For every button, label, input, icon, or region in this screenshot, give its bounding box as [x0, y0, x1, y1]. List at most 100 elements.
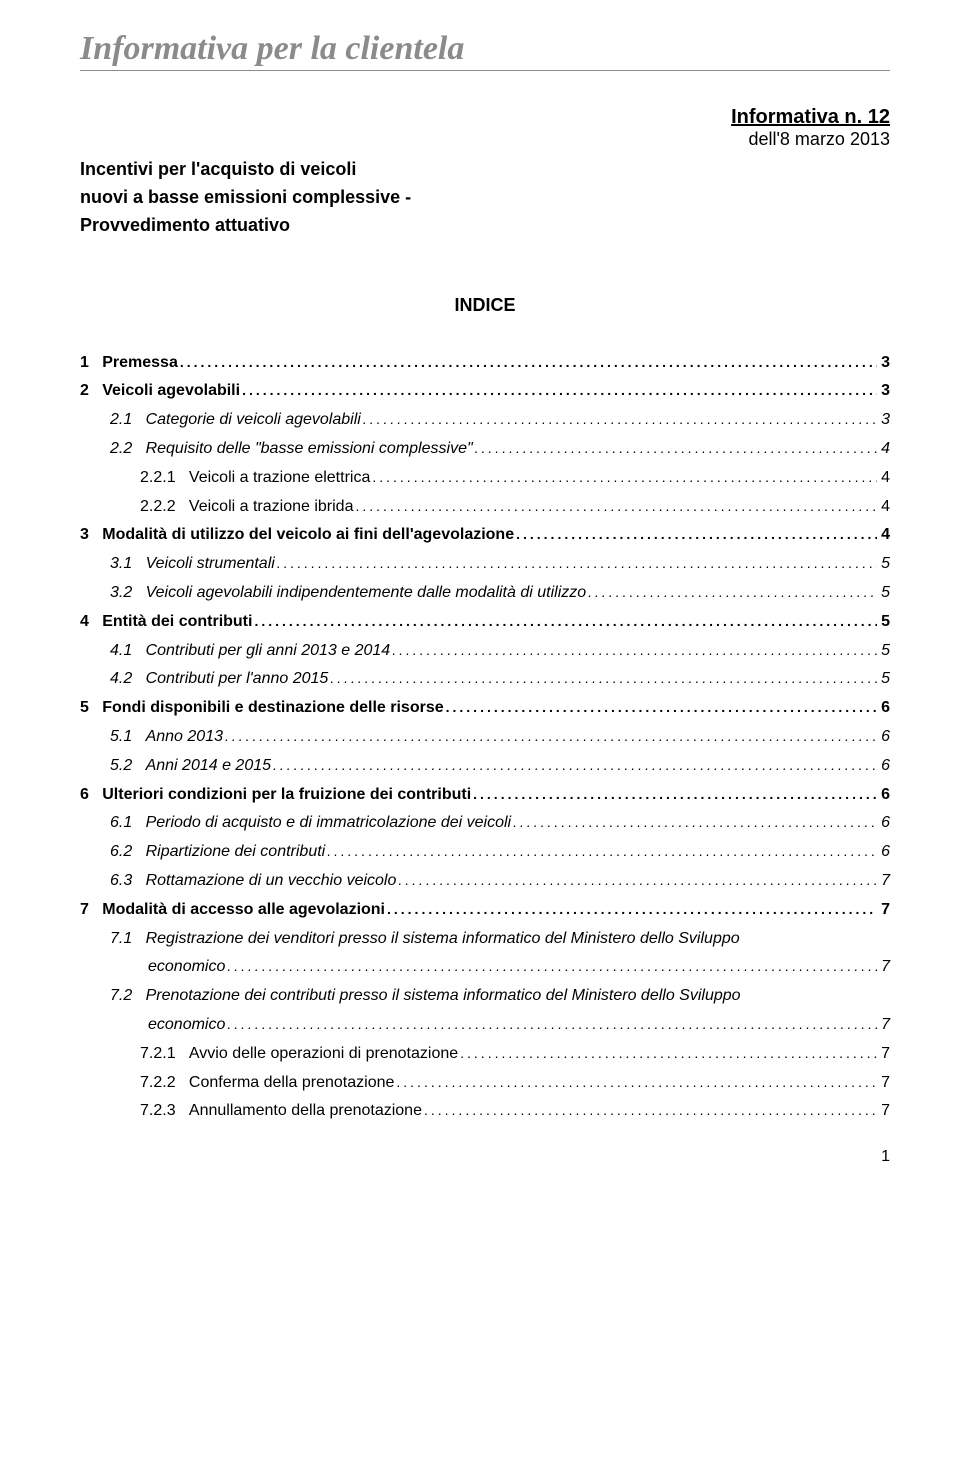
toc-number: 3.2 [110, 581, 146, 606]
toc-number: 6.3 [110, 869, 146, 894]
toc-label: Registrazione dei venditori presso il si… [146, 927, 740, 952]
document-page: Informativa per la clientela Informativa… [0, 0, 960, 1186]
toc-label: Veicoli strumentali [146, 552, 275, 577]
toc-page: 6 [877, 725, 890, 750]
toc-label: Veicoli agevolabili [102, 379, 240, 404]
toc-label: Modalità di accesso alle agevolazioni [102, 898, 385, 923]
toc-leader [275, 553, 877, 575]
toc-label: Ulteriori condizioni per la fruizione de… [102, 783, 471, 808]
subtitle-line: nuovi a basse emissioni complessive - [80, 187, 411, 207]
toc-number: 7.1 [110, 927, 146, 952]
toc-label: Contributi per gli anni 2013 e 2014 [146, 639, 391, 664]
toc-page: 4 [877, 495, 890, 520]
toc-page: 7 [877, 1099, 890, 1124]
toc-leader [471, 784, 877, 806]
toc-leader [390, 640, 876, 662]
toc-page: 6 [877, 696, 890, 721]
toc-label: Annullamento della prenotazione [189, 1099, 422, 1124]
toc-leader [271, 755, 877, 777]
toc-page: 5 [877, 610, 890, 635]
toc-leader [370, 467, 876, 489]
toc-entry-continuation: economico 7 [80, 1013, 890, 1038]
toc-number: 2.2.1 [140, 466, 189, 491]
toc-label: Categorie di veicoli agevolabili [146, 408, 361, 433]
toc-leader [225, 956, 876, 978]
toc-page: 4 [877, 523, 890, 548]
toc-entry: 7.1 Registrazione dei venditori presso i… [80, 927, 890, 952]
toc-page: 3 [877, 379, 890, 404]
toc-entry: 2.2.1 Veicoli a trazione elettrica 4 [80, 466, 890, 491]
toc-entry: 7.2.1 Avvio delle operazioni di prenotaz… [80, 1042, 890, 1067]
toc-entry: 7.2 Prenotazione dei contributi presso i… [80, 984, 890, 1009]
toc-number: 4.2 [110, 667, 146, 692]
informativa-number: Informativa n. 12 [80, 106, 890, 129]
toc-leader [394, 1072, 876, 1094]
toc-entry: 5.1 Anno 2013 6 [80, 725, 890, 750]
toc-label: Premessa [102, 351, 178, 376]
toc-number: 2 [80, 379, 102, 404]
table-of-contents: 1 Premessa 3 2 Veicoli agevolabili 3 2.1 C… [80, 351, 890, 1125]
toc-leader [385, 899, 877, 921]
toc-leader [325, 841, 876, 863]
toc-leader [458, 1043, 877, 1065]
toc-page: 6 [877, 783, 890, 808]
toc-label: Veicoli a trazione ibrida [189, 495, 354, 520]
toc-entry: 3.1 Veicoli strumentali 5 [80, 552, 890, 577]
toc-entry: 3.2 Veicoli agevolabili indipendentement… [80, 581, 890, 606]
toc-entry: 4 Entità dei contributi 5 [80, 610, 890, 635]
toc-entry: 5 Fondi disponibili e destinazione delle… [80, 696, 890, 721]
toc-entry: 1 Premessa 3 [80, 351, 890, 376]
toc-label: Periodo di acquisto e di immatricolazion… [146, 811, 512, 836]
toc-label: Requisito delle "basse emissioni comples… [146, 437, 473, 462]
toc-label: Prenotazione dei contributi presso il si… [146, 984, 741, 1009]
toc-entry: 7 Modalità di accesso alle agevolazioni … [80, 898, 890, 923]
toc-label: Modalità di utilizzo del veicolo ai fini… [102, 523, 514, 548]
toc-entry: 7.2.2 Conferma della prenotazione 7 [80, 1071, 890, 1096]
toc-number: 3.1 [110, 552, 146, 577]
toc-entry: 6 Ulteriori condizioni per la fruizione … [80, 783, 890, 808]
toc-entry: 2.1 Categorie di veicoli agevolabili 3 [80, 408, 890, 433]
toc-page: 5 [877, 552, 890, 577]
toc-label: Rottamazione di un vecchio veicolo [146, 869, 397, 894]
toc-label: Avvio delle operazioni di prenotazione [189, 1042, 458, 1067]
toc-number: 4 [80, 610, 102, 635]
toc-entry: 4.1 Contributi per gli anni 2013 e 2014 … [80, 639, 890, 664]
toc-page: 7 [877, 898, 890, 923]
toc-page: 7 [877, 1071, 890, 1096]
toc-page: 3 [877, 351, 890, 376]
toc-page: 4 [877, 466, 890, 491]
toc-page: 4 [877, 437, 890, 462]
toc-number: 7.2.3 [140, 1099, 189, 1124]
toc-entry: 5.2 Anni 2014 e 2015 6 [80, 754, 890, 779]
toc-number: 2.2.2 [140, 495, 189, 520]
toc-label: Veicoli a trazione elettrica [189, 466, 370, 491]
toc-entry: 2.2.2 Veicoli a trazione ibrida 4 [80, 495, 890, 520]
toc-label: Fondi disponibili e destinazione delle r… [102, 696, 443, 721]
toc-leader [514, 524, 877, 546]
toc-page: 5 [877, 639, 890, 664]
informativa-date: dell'8 marzo 2013 [80, 129, 890, 150]
toc-number: 6.2 [110, 840, 146, 865]
toc-number: 7.2.2 [140, 1071, 189, 1096]
toc-leader [252, 611, 876, 633]
document-subtitle: Incentivi per l'acquisto di veicoli nuov… [80, 156, 890, 240]
toc-page: 7 [877, 1042, 890, 1067]
toc-leader [178, 352, 877, 374]
toc-page: 7 [877, 869, 890, 894]
toc-entry: 6.1 Periodo di acquisto e di immatricola… [80, 811, 890, 836]
toc-label: Ripartizione dei contributi [146, 840, 326, 865]
toc-entry-continuation: economico 7 [80, 955, 890, 980]
toc-leader [240, 380, 877, 402]
toc-leader [328, 668, 876, 690]
toc-leader [353, 496, 876, 518]
toc-leader [223, 726, 877, 748]
toc-leader [396, 870, 876, 892]
toc-leader [422, 1100, 877, 1122]
toc-label: Veicoli agevolabili indipendentemente da… [146, 581, 587, 606]
toc-entry: 4.2 Contributi per l'anno 2015 5 [80, 667, 890, 692]
toc-leader [361, 409, 877, 431]
subtitle-line: Provvedimento attuativo [80, 215, 290, 235]
toc-number: 7.2.1 [140, 1042, 189, 1067]
toc-page: 5 [877, 667, 890, 692]
document-main-title: Informativa per la clientela [80, 30, 890, 71]
